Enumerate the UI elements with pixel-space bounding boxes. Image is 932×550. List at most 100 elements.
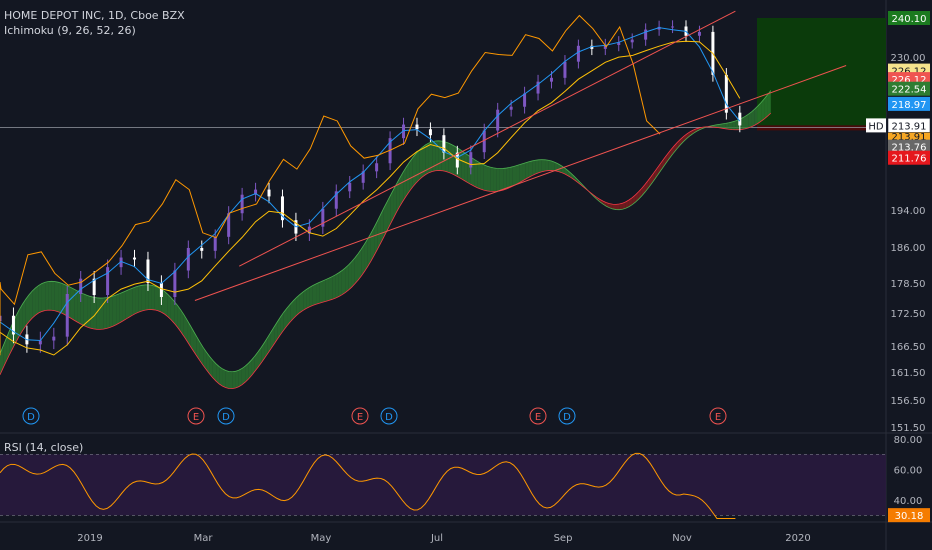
kumo-bull-segment [406,161,410,196]
kumo-bull-segment [109,296,113,328]
kumo-bear-segment [664,153,668,166]
candle-body [11,315,15,335]
dividend-marker[interactable]: D [380,407,398,425]
candle-body [200,247,204,251]
kumo-bull-segment [116,293,120,325]
kumo-bull-segment [377,214,381,250]
kumo-bull-segment [722,123,726,129]
candle-body [482,130,486,153]
kumo-bull-segment [396,177,400,212]
senkou-span-a [0,90,772,373]
kumo-bull-segment [225,370,229,389]
kumo-bull-segment [277,316,281,340]
kumo-bull-segment [338,270,342,297]
price-tick-label: 161.50 [891,368,926,379]
candle-body [348,182,352,192]
kumo-bull-segment [332,274,336,300]
kumo-bull-segment [264,337,268,359]
kumo-bull-segment [3,337,7,368]
kumo-bear-segment [609,203,613,209]
kumo-bull-segment [380,208,384,244]
kumo-bull-segment [767,90,771,117]
candle-body [106,267,110,295]
kumo-bear-segment [622,201,626,210]
kumo-bull-segment [270,326,275,349]
kumo-bull-segment [554,162,558,172]
last-price-box [887,118,931,133]
kumo-bull-segment [541,159,546,172]
candle-body [617,42,621,46]
kumo-bull-segment [154,286,159,311]
kumo-bull-segment [29,291,33,322]
earnings-marker[interactable]: E [529,407,547,425]
channel-lower-line [194,65,847,301]
kumo-bull-segment [35,285,39,316]
kumo-bull-segment [174,301,178,328]
kumo-bull-segment [715,124,720,128]
kumo-bull-segment [274,321,278,344]
rsi-label[interactable]: RSI (14, close) [4,441,84,454]
kumo-bull-segment [180,309,184,337]
kumo-bull-segment [519,163,523,183]
time-tick-label: 2020 [785,533,810,544]
kumo-bull-segment [428,141,433,173]
kumo-bull-segment [103,297,107,330]
candle-body [65,294,69,337]
earnings-marker[interactable]: E [187,407,205,425]
kumo-bull-segment [112,295,117,327]
price-tag: 240.10 [888,11,930,25]
price-tag-box [888,150,930,165]
candle-body [442,135,446,153]
kumo-bull-segment [490,167,494,192]
rsi-band-fill [0,454,886,516]
kumo-bull-segment [570,173,575,180]
price-tick-label: 172.50 [891,309,926,320]
event-marker-ring [380,407,398,425]
kumo-bull-segment [122,290,126,322]
kumo-bull-segment [416,150,420,183]
kumo-bull-segment [19,304,23,336]
kumo-bull-segment [148,284,152,310]
kumo-bull-segment [119,292,123,324]
senkou-span-b [0,112,772,389]
price-tag-value: 211.76 [892,154,927,165]
kumo-bull-segment [345,265,349,293]
indicator-label[interactable]: Ichimoku (9, 26, 52, 26) [4,24,136,37]
kumo-bull-segment [164,291,168,317]
price-tag: HD [866,118,886,133]
kumo-bull-segment [351,258,355,288]
dividend-marker[interactable]: D [217,407,235,425]
candle-body [227,213,231,237]
candle-body [280,196,284,221]
kumo-bear-segment [674,142,678,153]
candle-body [738,112,742,126]
kumo-bull-segment [422,144,426,177]
kumo-bull-segment [96,297,100,330]
kumo-bull-segment [87,295,91,329]
kumo-bull-segment [132,287,136,316]
price-tick-label: 166.50 [891,342,926,353]
kumo-bull-segment [503,168,507,191]
earnings-marker[interactable]: E [351,407,369,425]
kumo-bull-segment [32,287,36,319]
kumo-bull-segment [525,161,529,180]
price-tick-label: 156.50 [891,396,926,407]
kumo-bull-segment [54,281,59,312]
price-tag: 218.97 [888,96,930,111]
candle-body [724,74,728,113]
kumo-bear-segment [599,199,604,205]
kumo-bull-segment [528,160,533,178]
dividend-marker[interactable]: D [22,407,40,425]
kumo-bull-segment [574,176,578,183]
candle-body [334,191,338,209]
kumo-bull-segment [432,140,436,172]
earnings-marker[interactable]: E [709,407,727,425]
rsi-value-label: 30.18 [895,511,924,522]
candle-body [563,61,567,78]
target-zone [757,18,886,126]
dividend-marker[interactable]: D [558,407,576,425]
price-tag: 211.76 [888,150,930,165]
kumo-bull-segment [522,162,526,181]
kumo-bull-segment [548,160,552,171]
